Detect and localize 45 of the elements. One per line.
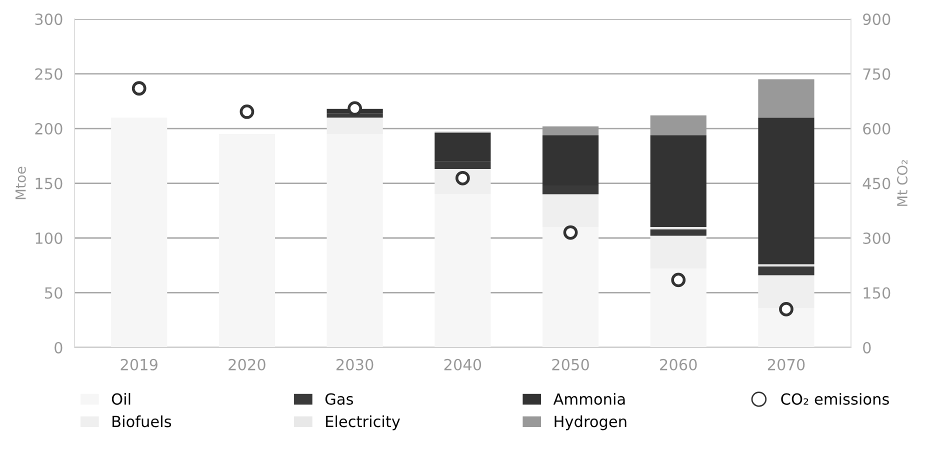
y2-tick-label: 150	[864, 287, 890, 299]
y2-tick-label: 450	[862, 178, 890, 190]
y-tick-label: 200	[35, 122, 62, 135]
bar	[650, 135, 706, 228]
bar	[758, 266, 814, 276]
bar	[111, 118, 168, 348]
y2-axis-title: Mt CO₂	[897, 160, 908, 206]
point	[348, 101, 362, 116]
y2-tick-label: 900	[863, 14, 890, 26]
x-tick-label: 2040	[444, 358, 482, 370]
legend-label: Biofuels	[112, 415, 172, 428]
y-tick-label: 250	[35, 68, 62, 80]
x-tick-label: 2070	[768, 358, 805, 370]
y-axis-title: Mtoe	[16, 166, 26, 200]
bar	[218, 134, 276, 348]
legend-label: Oil	[112, 393, 130, 405]
y2-tick-label: 0	[863, 342, 871, 354]
y2-tick-label: 750	[863, 68, 890, 80]
y2-tick-label: 300	[863, 232, 890, 244]
point	[240, 104, 254, 119]
bar	[650, 115, 706, 136]
y-tick-label: 300	[35, 14, 62, 26]
legend-label: CO₂ emissions	[781, 393, 889, 405]
y-tick-label: 0	[54, 342, 62, 354]
bar	[758, 118, 814, 264]
y2-tick-label: 600	[863, 122, 890, 135]
bar	[650, 229, 706, 236]
y-tick-label: 50	[45, 287, 62, 299]
y-tick-label: 100	[36, 232, 62, 244]
point	[779, 302, 794, 316]
bar	[758, 79, 814, 118]
point	[671, 272, 686, 288]
x-tick-label: 2050	[552, 358, 589, 370]
x-tick-label: 2019	[120, 358, 158, 370]
x-tick-label: 2060	[660, 358, 697, 370]
x-tick-label: 2030	[336, 358, 374, 370]
bar	[542, 126, 599, 136]
point	[132, 81, 146, 96]
y-tick-label: 150	[36, 178, 62, 190]
legend-label: Gas	[325, 393, 353, 405]
x-tick-label: 2020	[228, 358, 266, 370]
legend-label: Ammonia	[553, 393, 625, 405]
point	[563, 225, 578, 240]
legend-label: Electricity	[326, 415, 400, 430]
legend-label: Hydrogen	[554, 415, 626, 430]
